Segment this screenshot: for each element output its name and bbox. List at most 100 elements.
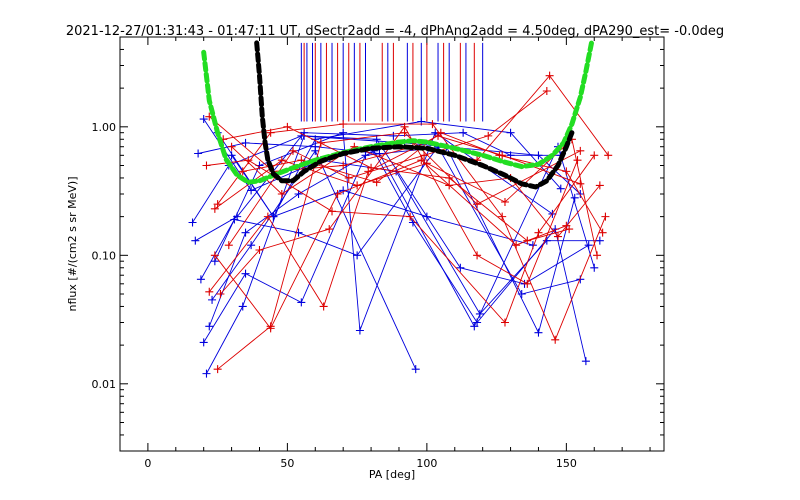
y-axis-label: nflux [#/(cm2 s sr MeV)] <box>66 177 79 312</box>
series-red-point <box>224 241 233 250</box>
series-red-point <box>576 179 585 188</box>
series-red-point <box>553 232 562 241</box>
series-red-point <box>512 241 521 250</box>
series-red-point <box>328 207 337 216</box>
series-red-point <box>238 167 247 176</box>
series-red-point <box>277 156 286 165</box>
series-red-point <box>277 190 286 199</box>
series-red-point <box>500 318 509 327</box>
series-red-point <box>436 128 445 137</box>
series-blue-point <box>238 302 247 311</box>
series-red-point <box>428 120 437 129</box>
series-blue-point <box>202 369 211 378</box>
series-blue-point <box>584 241 593 250</box>
series-red-point <box>604 151 613 160</box>
series-red-point <box>417 156 426 165</box>
series-red-point <box>523 279 532 288</box>
series-blue-point <box>188 218 197 227</box>
series-blue-point <box>194 149 203 158</box>
series-blue-point <box>199 115 208 124</box>
fit-curves <box>201 40 594 190</box>
series-red-point <box>593 251 602 260</box>
series-red-point <box>339 120 348 129</box>
series-red-point <box>565 225 574 234</box>
x-tick-label: 100 <box>416 457 437 470</box>
y-tick-label: 0.01 <box>92 378 117 391</box>
series-red-point <box>445 181 454 190</box>
series-red-point <box>420 151 429 160</box>
series-red-point <box>576 146 585 155</box>
series-blue-point <box>581 357 590 366</box>
vertical-marks <box>300 42 484 122</box>
series-blue-point <box>570 193 579 202</box>
series-blue-point <box>473 318 482 327</box>
series-blue-point <box>339 128 348 137</box>
series-blue-point <box>422 212 431 221</box>
x-ticks: 0 50 100 150 <box>144 37 651 470</box>
series-blue-point <box>590 263 599 272</box>
series-blue-point <box>191 236 200 245</box>
series-red-point <box>266 324 275 333</box>
black-fit-curve <box>254 40 575 190</box>
series-red-point <box>210 251 219 260</box>
series-red-point <box>367 163 376 172</box>
plot-frame <box>119 36 665 452</box>
series-blue-point <box>227 151 236 160</box>
series-red-point <box>202 161 211 170</box>
series-red-point <box>601 212 610 221</box>
series-red-point <box>205 287 214 296</box>
series-red-point <box>406 212 415 221</box>
x-tick-label: 0 <box>144 457 151 470</box>
series-blue-point <box>459 128 468 137</box>
series-blue-point <box>241 138 250 147</box>
series-red-point <box>213 365 222 374</box>
series-red-point <box>353 181 362 190</box>
series-blue-point <box>199 338 208 347</box>
series-red-point <box>333 190 342 199</box>
series-blue-point <box>208 295 217 304</box>
series-blue-point <box>247 241 256 250</box>
series-red-line <box>217 132 581 370</box>
series-blue-point <box>411 365 420 374</box>
x-tick-label: 50 <box>280 457 294 470</box>
series-red-point <box>255 245 264 254</box>
series-red-point <box>598 228 607 237</box>
series-red-point <box>372 178 381 187</box>
series-red-point <box>523 236 532 245</box>
series-red-point <box>288 146 297 155</box>
series-red-point <box>500 197 509 206</box>
series-blue-point <box>196 275 205 284</box>
series-blue-point <box>506 128 515 137</box>
series-red-line <box>223 126 570 242</box>
series-blue-point <box>311 146 320 155</box>
series-red-line <box>214 159 567 330</box>
series-blue-point <box>241 228 250 237</box>
series-blue-line <box>211 149 417 370</box>
chart-title: 2021-12-27/01:31:43 - 01:47:11 UT, dSect… <box>66 24 724 39</box>
series-red-point <box>210 204 219 213</box>
series-blue-point <box>595 236 604 245</box>
series-blue-point <box>556 184 565 193</box>
series-blue-point <box>205 322 214 331</box>
series-red-point <box>325 225 334 234</box>
series-red-point <box>573 156 582 165</box>
data-series <box>188 71 613 378</box>
green-fit-curve <box>201 40 594 185</box>
series-blue-point <box>534 328 543 337</box>
y-tick-label: 1.00 <box>92 121 117 134</box>
series-red-point <box>283 122 292 131</box>
series-red-point <box>473 251 482 260</box>
series-red-point <box>319 302 328 311</box>
series-red-point <box>562 167 571 176</box>
series-red-point <box>534 228 543 237</box>
series-red-point <box>445 173 454 182</box>
series-red-point <box>545 71 554 80</box>
series-red-point <box>344 173 353 182</box>
series-red-point <box>542 86 551 95</box>
series-red-point <box>339 161 348 170</box>
series-blue-point <box>355 326 364 335</box>
series-red-point <box>216 289 225 298</box>
series-red-line <box>228 90 548 246</box>
series-blue-point <box>542 236 551 245</box>
